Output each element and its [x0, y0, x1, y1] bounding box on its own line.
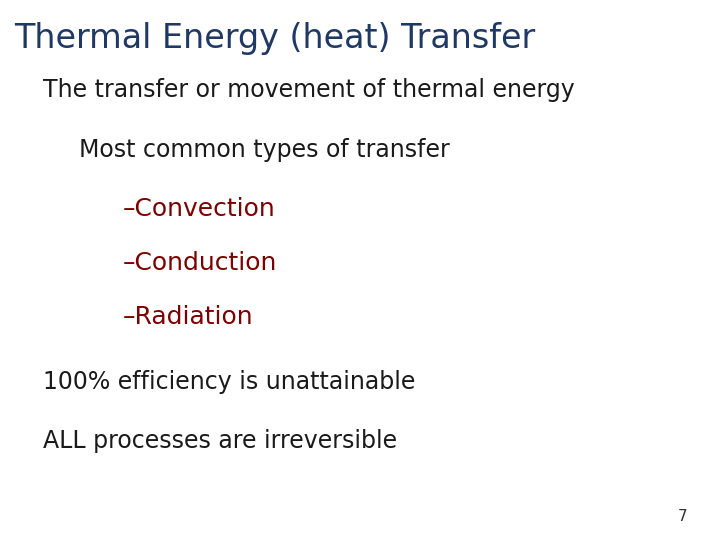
- Text: –Convection: –Convection: [122, 197, 275, 221]
- Text: ALL processes are irreversible: ALL processes are irreversible: [43, 429, 397, 453]
- Text: 7: 7: [678, 509, 688, 524]
- Text: –Radiation: –Radiation: [122, 305, 253, 329]
- Text: The transfer or movement of thermal energy: The transfer or movement of thermal ener…: [43, 78, 575, 102]
- Text: Thermal Energy (heat) Transfer: Thermal Energy (heat) Transfer: [14, 22, 536, 55]
- Text: Most common types of transfer: Most common types of transfer: [79, 138, 450, 161]
- Text: –Conduction: –Conduction: [122, 251, 276, 275]
- Text: 100% efficiency is unattainable: 100% efficiency is unattainable: [43, 370, 415, 394]
